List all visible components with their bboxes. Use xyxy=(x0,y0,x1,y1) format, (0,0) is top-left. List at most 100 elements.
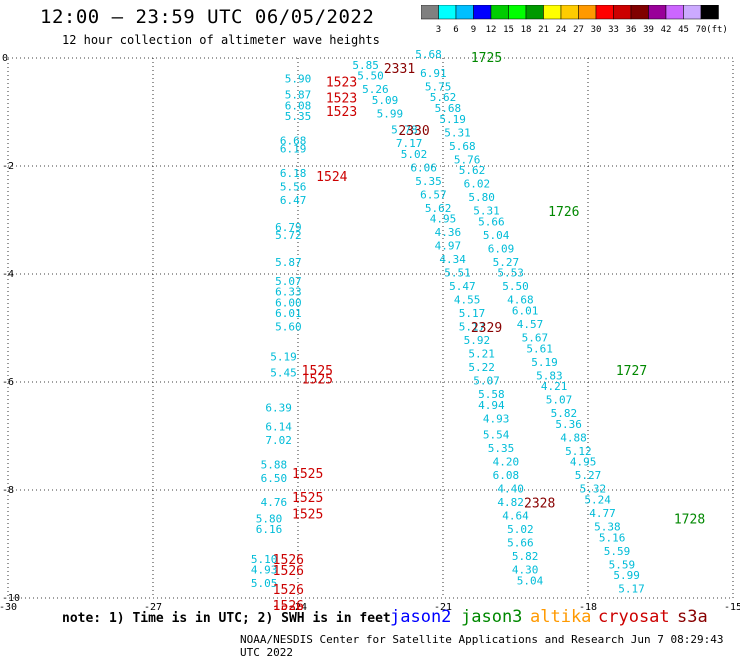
wave-height-label: 7.17 xyxy=(396,137,423,150)
wave-height-label: 5.90 xyxy=(285,72,312,85)
wave-height-label: 5.72 xyxy=(275,229,302,242)
wave-height-label: 5.38 xyxy=(594,521,621,534)
wave-height-label: 6.91 xyxy=(420,67,447,80)
wave-height-label: 5.05 xyxy=(251,577,278,590)
wave-height-label: 5.12 xyxy=(565,445,592,458)
y-tick-label: -10 xyxy=(2,593,20,604)
wave-height-label: 5.04 xyxy=(517,575,544,588)
x-tick-label: -15 xyxy=(724,602,740,610)
wave-height-label: 5.50 xyxy=(357,70,384,83)
x-tick-label: -27 xyxy=(144,602,162,610)
wave-height-label: 5.24 xyxy=(584,494,611,507)
wave-height-label: 5.75 xyxy=(425,80,452,93)
wave-height-label: 4.36 xyxy=(435,226,462,239)
wave-height-label: 5.17 xyxy=(459,321,486,334)
wave-height-label: 4.95 xyxy=(570,456,597,469)
wave-height-label: 5.87 xyxy=(275,256,302,269)
x-tick-label: -21 xyxy=(434,602,452,610)
wave-height-label: 5.07 xyxy=(473,375,500,388)
wave-height-label: 5.80 xyxy=(468,191,495,204)
wave-height-label: 5.31 xyxy=(473,205,500,218)
wave-height-label: 5.17 xyxy=(459,307,486,320)
pass-time-label: 1526 xyxy=(273,605,304,611)
wave-height-label: 5.50 xyxy=(502,280,529,293)
wave-height-label: 6.57 xyxy=(420,188,447,201)
wave-height-label: 4.20 xyxy=(493,456,520,469)
wave-height-label: 5.31 xyxy=(444,126,471,139)
scale-tick-label: 6 xyxy=(453,25,458,35)
wave-height-label: 4.76 xyxy=(261,496,288,509)
wave-height-label: 5.35 xyxy=(488,442,515,455)
wave-height-label: 5.07 xyxy=(275,275,302,288)
pass-time-label: 1726 xyxy=(548,205,579,220)
pass-time-label: 1523 xyxy=(326,105,357,120)
wave-height-label: 5.82 xyxy=(551,407,578,420)
wave-height-label: 4.64 xyxy=(502,510,529,523)
legend-s3a: s3a xyxy=(677,607,708,627)
pass-time-label: 2329 xyxy=(471,321,502,336)
wave-height-label: 6.02 xyxy=(464,178,491,191)
wave-height-label: 6.09 xyxy=(488,242,515,255)
y-tick-label: -2 xyxy=(2,161,14,172)
wave-height-label: 5.66 xyxy=(478,215,505,228)
wave-height-label: 4.97 xyxy=(435,240,462,253)
wave-height-label: 5.35 xyxy=(415,175,442,188)
wave-height-label: 5.26 xyxy=(362,83,389,96)
y-tick-label: 0 xyxy=(2,53,8,64)
wave-height-label: 6.68 xyxy=(280,134,307,147)
wave-height-label: 5.02 xyxy=(401,148,428,161)
pass-time-label: 1523 xyxy=(326,75,357,90)
legend-altika: altika xyxy=(530,607,592,627)
wave-height-label: 5.62 xyxy=(459,164,486,177)
x-tick-label: -18 xyxy=(579,602,597,610)
pass-time-label: 1525 xyxy=(302,364,333,379)
wave-height-label: 5.83 xyxy=(536,369,563,382)
pass-time-label: 2328 xyxy=(524,497,555,512)
wave-height-label: 5.10 xyxy=(251,553,278,566)
wave-height-label: 4.94 xyxy=(478,399,505,412)
wave-height-label: 5.62 xyxy=(430,91,457,104)
wave-height-label: 5.68 xyxy=(449,140,476,153)
wave-height-label: 5.19 xyxy=(531,356,558,369)
wave-height-label: 5.32 xyxy=(580,483,607,496)
x-tick-label: -30 xyxy=(0,602,17,610)
wave-height-label: 5.61 xyxy=(526,342,553,355)
wave-height-label: 5.21 xyxy=(468,348,495,361)
wave-height-label: 5.19 xyxy=(439,113,466,126)
wave-height-label: 6.79 xyxy=(275,221,302,234)
legend-cryosat: cryosat xyxy=(598,607,670,627)
wave-height-label: 6.08 xyxy=(493,469,520,482)
wave-height-label: 6.00 xyxy=(275,296,302,309)
wave-height-label: 5.47 xyxy=(449,280,476,293)
wave-height-label: 5.99 xyxy=(613,569,640,582)
map-title: 12:00 – 23:59 UTC 06/05/2022 xyxy=(40,6,375,28)
wave-height-label: 4.34 xyxy=(439,253,466,266)
wave-height-label: 5.56 xyxy=(280,180,307,193)
map-subtitle: 12 hour collection of altimeter wave hei… xyxy=(62,33,380,47)
wave-height-label: 5.76 xyxy=(454,153,481,166)
wave-height-label: 6.01 xyxy=(512,305,539,318)
altimeter-map: -30 -27 -24 -21 -18 -150-2-4-6-8-105.685.855.… xyxy=(0,48,740,611)
wave-height-label: 6.19 xyxy=(280,143,307,156)
wave-height-label: 4.68 xyxy=(507,294,534,307)
scale-tick-label: 39 xyxy=(643,25,654,35)
wave-height-label: 5.88 xyxy=(261,458,288,471)
wave-height-label: 5.19 xyxy=(270,350,297,363)
note-text: note: 1) Time is in UTC; 2) SWH is in fe… xyxy=(62,611,391,626)
wave-height-label: 6.50 xyxy=(261,472,288,485)
wave-height-label: 4.30 xyxy=(512,564,539,577)
wave-height-label: 5.54 xyxy=(483,429,510,442)
scale-tick-label: 70 xyxy=(696,25,707,35)
pass-time-label: 2331 xyxy=(384,62,415,77)
scale-swatch xyxy=(700,5,719,20)
wave-height-label: 5.68 xyxy=(435,102,462,115)
wave-height-label: 5.22 xyxy=(468,361,495,374)
scale-tick-label: 9 xyxy=(471,25,476,35)
pass-time-label: 1525 xyxy=(302,372,333,387)
wave-height-label: 6.01 xyxy=(275,307,302,320)
wave-height-label: 5.58 xyxy=(478,388,505,401)
wave-height-label: 5.27 xyxy=(493,256,520,269)
pass-time-label: 1526 xyxy=(273,599,304,610)
map-frame xyxy=(7,57,734,599)
wave-height-label: 5.27 xyxy=(575,469,602,482)
